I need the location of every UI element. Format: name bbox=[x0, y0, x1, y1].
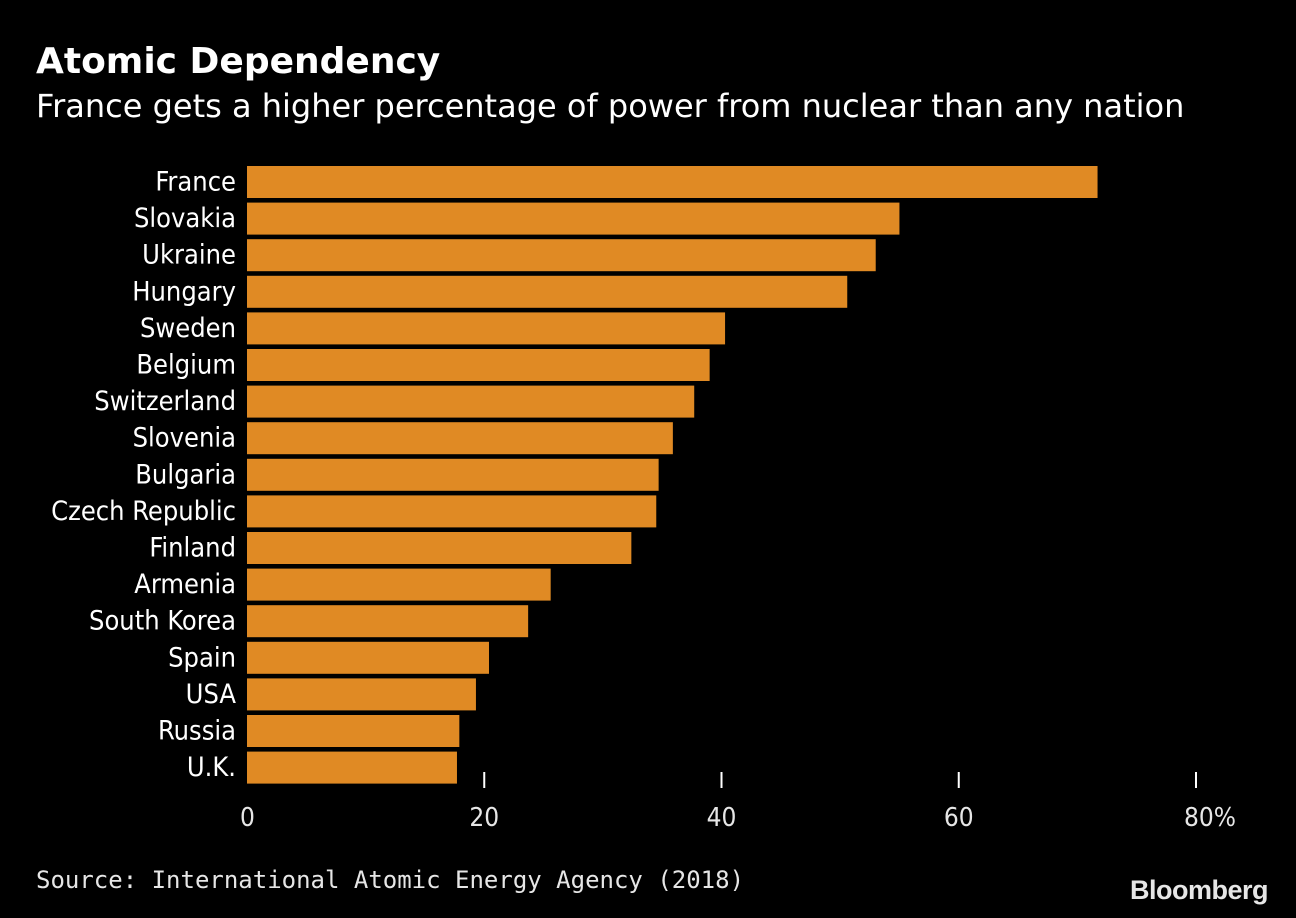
category-label-ukraine: Ukraine bbox=[142, 240, 236, 271]
x-tick-label-20: 20 bbox=[469, 803, 499, 833]
x-axis-ticks-group: 0 20 40 60 80% bbox=[240, 772, 1236, 833]
x-tick-label-60: 60 bbox=[944, 803, 974, 833]
category-label-spain: Spain bbox=[168, 642, 236, 673]
category-label-u-k: U.K. bbox=[187, 752, 236, 783]
bar-hungary bbox=[247, 275, 848, 308]
category-label-slovakia: Slovakia bbox=[134, 203, 236, 234]
bar-usa bbox=[247, 678, 476, 711]
category-label-south-korea: South Korea bbox=[89, 606, 236, 637]
category-label-czech-republic: Czech Republic bbox=[51, 496, 236, 527]
chart-title: Atomic Dependency bbox=[36, 41, 441, 82]
category-label-belgium: Belgium bbox=[136, 350, 236, 381]
x-tick-label-40: 40 bbox=[707, 803, 737, 833]
category-label-armenia: Armenia bbox=[134, 569, 236, 600]
bar-u-k bbox=[247, 751, 457, 784]
chart-subtitle: France gets a higher percentage of power… bbox=[36, 87, 1185, 125]
source-note: Source: International Atomic Energy Agen… bbox=[36, 866, 745, 894]
category-label-france: France bbox=[155, 167, 236, 198]
category-label-bulgaria: Bulgaria bbox=[135, 459, 236, 490]
bar-france bbox=[247, 166, 1098, 198]
bar-slovenia bbox=[247, 422, 673, 455]
bar-spain bbox=[247, 641, 489, 674]
bar-armenia bbox=[247, 568, 551, 601]
category-label-sweden: Sweden bbox=[140, 313, 236, 344]
bar-sweden bbox=[247, 312, 726, 345]
bar-finland bbox=[247, 532, 632, 564]
category-label-usa: USA bbox=[186, 679, 237, 710]
bar-bulgaria bbox=[247, 458, 659, 491]
bar-south-korea bbox=[247, 605, 529, 638]
brand-logo: Bloomberg bbox=[1129, 875, 1269, 905]
bar-switzerland bbox=[247, 385, 695, 418]
category-label-slovenia: Slovenia bbox=[133, 423, 236, 454]
bars-group bbox=[247, 166, 1098, 784]
bar-czech-republic bbox=[247, 495, 657, 528]
category-label-russia: Russia bbox=[158, 716, 236, 747]
bar-russia bbox=[247, 715, 460, 747]
category-label-switzerland: Switzerland bbox=[94, 386, 236, 417]
category-label-finland: Finland bbox=[149, 533, 236, 564]
category-label-hungary: Hungary bbox=[132, 276, 236, 307]
category-labels-group: France Slovakia Ukraine Hungary Sweden Belgiu… bbox=[51, 167, 236, 784]
bar-slovakia bbox=[247, 202, 900, 235]
x-tick-label-0: 0 bbox=[240, 803, 255, 833]
x-tick-label-80: 80% bbox=[1184, 803, 1236, 833]
bar-belgium bbox=[247, 349, 710, 381]
bar-ukraine bbox=[247, 239, 876, 272]
